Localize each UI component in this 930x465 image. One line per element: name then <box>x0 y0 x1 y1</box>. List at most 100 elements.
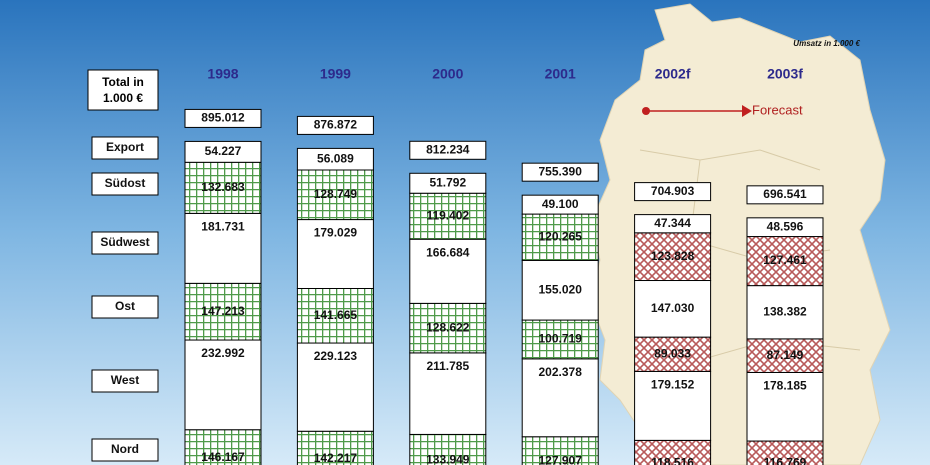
value-label: 155.020 <box>539 282 583 296</box>
value-label: 128.749 <box>314 187 358 201</box>
value-label: 51.792 <box>429 175 466 189</box>
value-label: 118.516 <box>651 455 694 465</box>
value-label: 119.402 <box>426 208 469 222</box>
total-legend: Total in 1.000 € <box>102 75 144 105</box>
year-label: 2003f <box>767 66 803 82</box>
year-label: 2000 <box>432 66 463 82</box>
bar-segment <box>184 282 262 341</box>
bar-segment <box>634 214 712 234</box>
bar-segment <box>521 358 599 438</box>
total-box <box>746 185 824 205</box>
total-box <box>521 162 599 182</box>
value-label: 128.622 <box>426 320 470 334</box>
value-label: 49.100 <box>542 197 579 211</box>
value-label: 179.029 <box>314 226 358 240</box>
bar-segment <box>409 172 487 194</box>
legend-label: Ost <box>115 299 135 313</box>
total-legend-text: Total in 1.000 € <box>102 75 144 105</box>
bar-segment <box>409 433 487 465</box>
total-box <box>184 108 262 128</box>
value-label: 181.731 <box>201 220 245 234</box>
year-label: 2001 <box>545 66 576 82</box>
bar-segment <box>409 192 487 240</box>
bar-segment <box>296 147 374 171</box>
value-label: 138.382 <box>763 304 807 318</box>
legend-box <box>91 369 159 393</box>
bar-segment <box>296 219 374 289</box>
value-label: 146.167 <box>201 450 245 464</box>
forecast-arrowhead <box>742 105 752 117</box>
bar-segment <box>184 339 262 431</box>
bar-segment <box>409 238 487 304</box>
total-label: 895.012 <box>201 111 245 125</box>
forecast-label: Forecast <box>752 102 803 117</box>
bar-segment <box>521 259 599 321</box>
year-label: 1998 <box>207 66 238 82</box>
legend-label: Südost <box>105 176 146 190</box>
value-label: 123.828 <box>651 249 695 263</box>
value-label: 54.227 <box>205 144 242 158</box>
bar-segment <box>184 161 262 214</box>
value-label: 87.149 <box>767 348 804 362</box>
bar-segment <box>184 212 262 284</box>
value-label: 89.033 <box>654 346 691 360</box>
bar-segment <box>634 336 712 372</box>
value-label: 147.213 <box>201 304 245 318</box>
value-label: 178.185 <box>763 379 807 393</box>
legend-box <box>91 172 159 196</box>
year-label: 2002f <box>655 66 691 82</box>
total-legend-box <box>87 69 159 111</box>
value-label: 127.907 <box>539 454 583 465</box>
value-label: 202.378 <box>539 365 583 379</box>
total-box <box>634 182 712 202</box>
bar-segment <box>634 232 712 282</box>
value-label: 141.665 <box>314 308 358 322</box>
legend-label: Export <box>106 140 144 154</box>
value-label: 142.217 <box>314 451 358 465</box>
unit-note: Umsatz in 1.000 € <box>793 39 860 48</box>
value-label: 211.785 <box>426 359 469 373</box>
bar-segment <box>746 217 824 238</box>
bar-segment <box>409 352 487 435</box>
value-label: 133.949 <box>426 452 470 465</box>
bar-segment <box>746 236 824 287</box>
total-label: 755.390 <box>539 164 583 178</box>
legend-box <box>91 295 159 319</box>
value-label: 166.684 <box>426 245 470 259</box>
bar-segment <box>296 430 374 465</box>
bar-segment <box>521 436 599 465</box>
total-label: 812.234 <box>426 142 470 156</box>
legend-box <box>91 231 159 255</box>
bar-segment <box>746 285 824 340</box>
value-label: 232.992 <box>201 346 245 360</box>
value-label: 48.596 <box>767 219 804 233</box>
bar-segment <box>409 302 487 354</box>
value-label: 179.152 <box>651 378 695 392</box>
value-label: 47.344 <box>654 216 691 230</box>
bar-segment <box>521 213 599 261</box>
legend-label: Südwest <box>100 235 149 249</box>
legend-label: Nord <box>111 442 139 456</box>
bar-segment <box>296 169 374 221</box>
legend-box <box>91 438 159 462</box>
total-label: 696.541 <box>763 187 807 201</box>
bar-segment <box>296 287 374 344</box>
value-label: 100.719 <box>539 332 583 346</box>
total-label: 876.872 <box>314 118 358 132</box>
value-label: 120.265 <box>539 229 583 243</box>
value-label: 56.089 <box>317 151 354 165</box>
total-box <box>296 115 374 135</box>
value-label: 132.683 <box>201 180 245 194</box>
bar-segment <box>184 429 262 465</box>
bar-segment <box>184 140 262 163</box>
legend-box <box>91 136 159 160</box>
year-label: 1999 <box>320 66 351 82</box>
bar-segment <box>746 338 824 373</box>
bar-segment <box>521 194 599 215</box>
total-box <box>409 140 487 160</box>
value-label: 116.769 <box>764 456 807 465</box>
legend-label: West <box>111 373 139 387</box>
total-label: 704.903 <box>651 184 695 198</box>
value-label: 127.461 <box>763 253 807 267</box>
